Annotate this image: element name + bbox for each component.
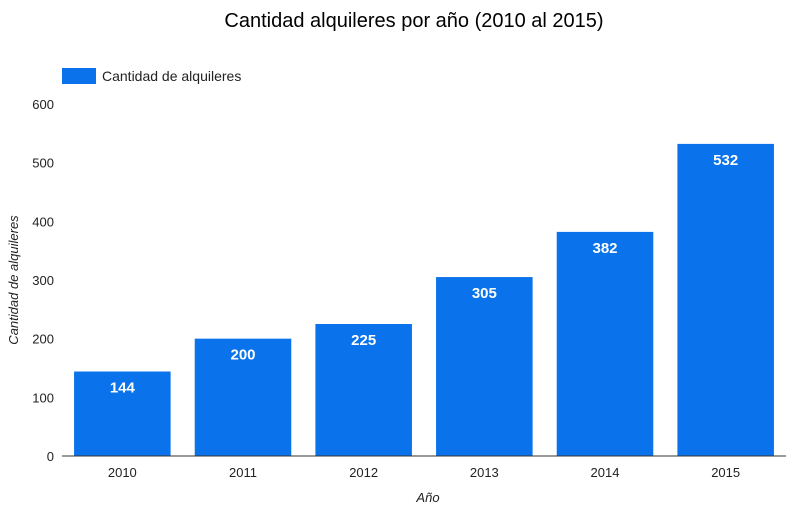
bar-2012 (315, 324, 412, 456)
chart-title: Cantidad alquileres por año (2010 al 201… (224, 10, 603, 32)
y-tick-label: 200 (32, 332, 54, 347)
data-label-2012: 225 (351, 332, 376, 349)
bars: 144 200 225 305 382 532 (74, 143, 774, 457)
legend-label: Cantidad de alquileres (102, 68, 241, 84)
data-label-2014: 382 (592, 240, 617, 257)
x-axis: 2010 2011 2012 2013 2014 2015 (108, 465, 740, 480)
x-tick-label: 2013 (470, 465, 499, 480)
y-tick-label: 400 (32, 214, 54, 229)
x-axis-title: Año (415, 490, 439, 505)
y-tick-label: 300 (32, 273, 54, 288)
y-axis-title: Cantidad de alquileres (6, 215, 21, 345)
bar-2011 (194, 338, 292, 456)
x-tick-label: 2010 (108, 465, 137, 480)
bar-2015 (677, 143, 774, 457)
y-axis: 0 100 200 300 400 500 600 (32, 97, 54, 464)
y-tick-label: 600 (32, 97, 54, 112)
data-label-2011: 200 (230, 347, 255, 364)
x-tick-label: 2015 (711, 465, 740, 480)
bar-2013 (436, 277, 533, 456)
y-tick-label: 0 (47, 449, 54, 464)
legend: Cantidad de alquileres (62, 68, 241, 84)
bar-2014 (556, 231, 654, 456)
data-label-2015: 532 (713, 152, 738, 169)
y-tick-label: 100 (32, 390, 54, 405)
legend-swatch (62, 68, 96, 84)
y-tick-label: 500 (32, 156, 54, 171)
data-label-2013: 305 (472, 285, 497, 302)
x-tick-label: 2014 (591, 465, 620, 480)
bar-2010 (74, 371, 171, 456)
data-label-2010: 144 (110, 380, 136, 397)
x-tick-label: 2011 (229, 465, 257, 480)
x-tick-label: 2012 (349, 465, 378, 480)
